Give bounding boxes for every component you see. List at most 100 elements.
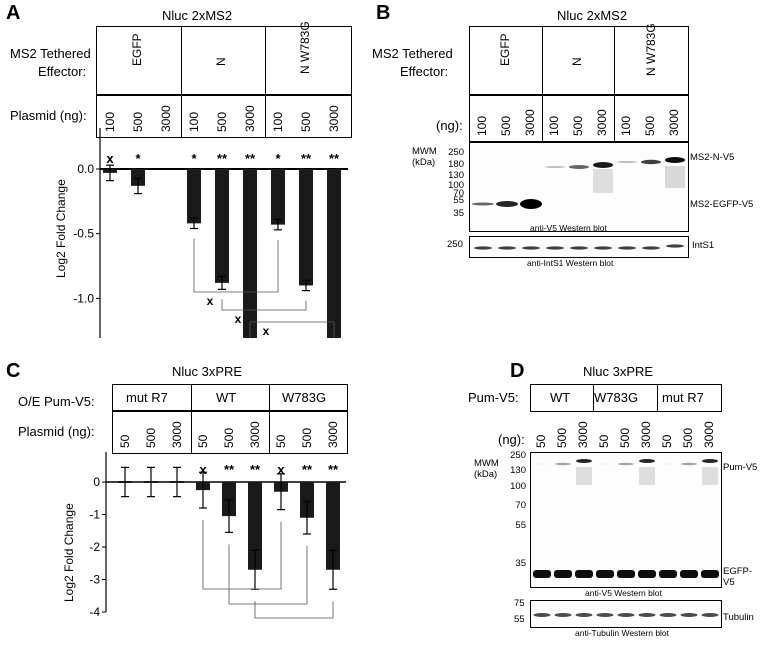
panel-d-pum-band-5: [639, 459, 655, 463]
panel-a-effector-n: N: [214, 57, 228, 66]
panel-d-egfp-band-5: [638, 570, 656, 578]
panel-d-mw-tick-4: 55: [515, 520, 526, 531]
panel-b-v5-caption: anti-V5 Western blot: [530, 223, 607, 233]
panel-d-pum-band-6: [660, 463, 676, 465]
panel-d-tubulin-mw-75: 75: [514, 598, 525, 609]
panel-c-sig-4: **: [224, 462, 235, 477]
panel-c-sig-6: x: [277, 462, 285, 477]
panel-b-ints1-band-0: [474, 246, 492, 250]
panel-letter-a: A: [6, 2, 21, 24]
panel-d-tubulin-band-5: [638, 613, 656, 617]
panel-c-plasmid-label: Plasmid (ng):: [18, 424, 95, 439]
panel-d-title: Nluc 3xPRE: [583, 364, 654, 379]
panel-a-bar-1: [131, 169, 145, 186]
panel-a-plasmid-label: Plasmid (ng):: [10, 108, 87, 123]
panel-d-mwm-label: MWM: [474, 458, 499, 469]
panel-a-plasmid-box: [96, 94, 352, 138]
panel-c-plasmid-8: 3000: [326, 421, 340, 448]
panel-a-ytick-label-3: -1.0: [73, 291, 94, 305]
panel-b-n-band-4: [641, 159, 661, 165]
panel-c-plasmid-5: 3000: [248, 421, 262, 448]
panel-d-kda-label: (kDa): [474, 469, 498, 480]
panel-a-ylabel: Log2 Fold Change: [54, 179, 68, 278]
panel-d-pum-band-0: [534, 463, 550, 465]
panel-b-mw-tick-0: 250: [448, 147, 464, 158]
panel-b-egfp-band-0: [472, 202, 494, 206]
panel-d-tubulin-band-4: [617, 613, 635, 617]
panel-b-n-band-5: [665, 157, 685, 163]
panel-b-mw-tick-6: 35: [453, 208, 464, 219]
panel-d-mw-tick-2: 100: [510, 481, 526, 492]
panel-a-sig-1: *: [135, 151, 141, 166]
panel-d-ng-1: 500: [555, 427, 569, 448]
panel-a-bracket-mark-2: x: [263, 324, 270, 338]
panel-c-bar-8: [326, 482, 340, 570]
panel-d-tubulin-band-8: [701, 613, 719, 617]
panel-a-bracket-1: [221, 299, 307, 311]
panel-a-bar-8: [327, 169, 341, 338]
panel-d-pum-band-3: [597, 463, 613, 465]
panel-d-tubulin-band-1: [554, 613, 572, 617]
panel-d-ng-6: 50: [660, 434, 674, 448]
panel-d-egfp-band-1: [554, 570, 572, 578]
panel-a-bracket-2: [249, 321, 335, 338]
panel-c-bar-7: [300, 482, 314, 518]
panel-d-group-mutr7: mut R7: [662, 390, 704, 405]
panel-b-ints1-band-2: [522, 246, 540, 250]
panel-d-egfp-band-3: [596, 570, 614, 578]
panel-b-mwm-label: MWM: [412, 146, 437, 157]
panel-d-ng-3: 50: [597, 434, 611, 448]
panel-b-ng-1: 500: [499, 115, 513, 136]
panel-d-pum-band-2: [576, 459, 592, 463]
panel-b-ng-2: 3000: [523, 109, 537, 136]
panel-c-bar-4: [222, 482, 236, 517]
panel-c-chart: 0 -1 -2 -3 -4 x ** ** x ** **: [89, 452, 346, 619]
panel-a-bar-4: [215, 169, 229, 283]
panel-b-effector-label-2: Effector:: [400, 64, 449, 79]
panel-d-tubulin-band-2: [575, 613, 593, 617]
panel-b-ng-4: 500: [571, 115, 585, 136]
panel-c-plasmid-6: 50: [274, 434, 288, 448]
panel-b-mw-tick-3: 100: [448, 180, 464, 191]
panel-d-smear-2: [702, 467, 718, 485]
panel-b-mw-tick-2: 130: [448, 170, 464, 181]
panel-c-ylabel: Log2 Fold Change: [62, 503, 76, 602]
panel-b-n-band-0: [545, 166, 565, 168]
panel-b-band-ms2-n-v5: MS2-N-V5: [690, 152, 735, 163]
panel-a-sig-5: **: [245, 151, 256, 166]
panel-a-effector-box: [96, 26, 352, 96]
panel-c-plasmid-4: 500: [222, 427, 236, 448]
panel-a-sig-3: *: [191, 151, 197, 166]
panel-d-band-pum-v5: Pum-V5: [723, 462, 758, 473]
panel-d-egfp-band-4: [617, 570, 635, 578]
panel-b-effector-n: N: [570, 57, 584, 66]
panel-a-bracket-mark-0: x: [207, 294, 214, 308]
panel-d-ng-5: 3000: [639, 421, 653, 448]
panel-c-plasmid-1: 500: [144, 427, 158, 448]
panel-d-pum-band-1: [555, 462, 571, 466]
panel-b-kda-label: (kDa): [412, 157, 436, 168]
panel-b-title: Nluc 2xMS2: [557, 8, 628, 23]
panel-d-band-egfp-v5: EGFP-V5: [723, 566, 753, 588]
panel-d-ng-8: 3000: [702, 421, 716, 448]
panel-a-bracket-mark-1: x: [235, 312, 242, 326]
panel-d-group-box: [530, 384, 722, 412]
panel-d-tubulin-band-6: [659, 613, 677, 617]
panel-d-smear-1: [639, 467, 655, 485]
panel-a-sig-6: *: [275, 151, 281, 166]
panel-d-tubulin-mw-55: 55: [514, 614, 525, 625]
panel-c-plasmid-3: 50: [196, 434, 210, 448]
panel-c-sig-8: **: [328, 462, 339, 477]
panel-a-bar-6: [271, 169, 285, 225]
panel-d-mw-tick-1: 130: [510, 465, 526, 476]
panel-b-ng-8: 3000: [667, 109, 681, 136]
panel-c-sig-5: **: [250, 462, 261, 477]
panel-b-mw-tick-5: 55: [453, 195, 464, 206]
panel-d-tubulin-caption: anti-Tubulin Western blot: [575, 628, 670, 638]
panel-a-sig-8: **: [329, 151, 340, 166]
panel-b-ng-box: [469, 94, 689, 142]
panel-b-ints1-band-5: [594, 246, 612, 250]
panel-c-ytick-label-2: -2: [89, 540, 100, 554]
panel-a-bar-3: [187, 169, 201, 224]
panel-a-effector-egfp: EGFP: [130, 33, 144, 66]
